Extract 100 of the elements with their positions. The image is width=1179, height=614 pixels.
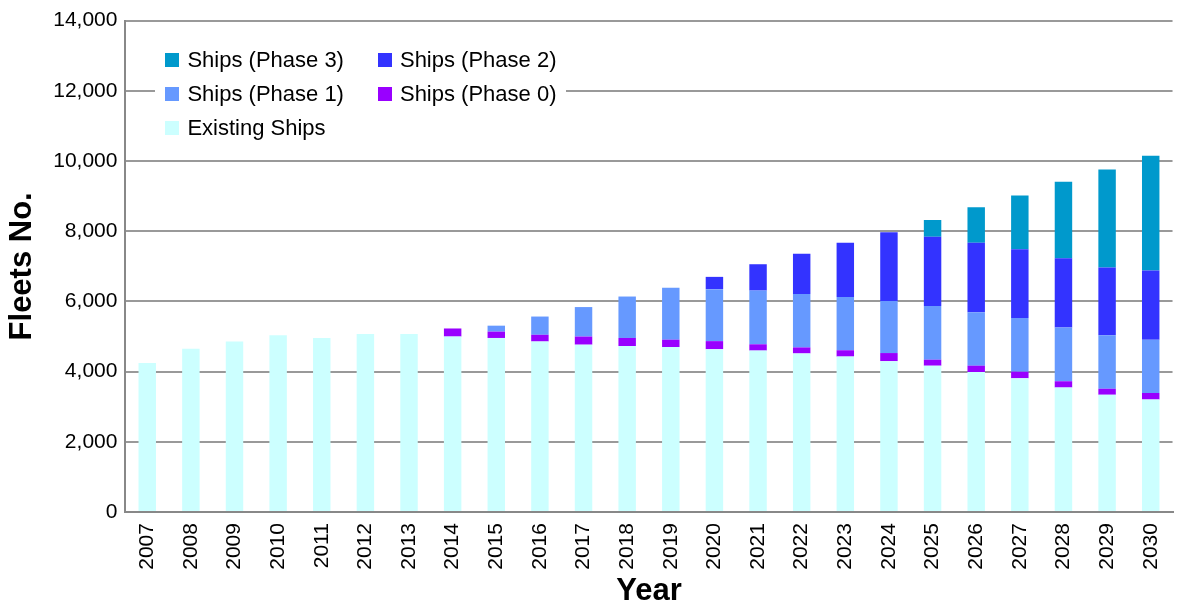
bar	[923, 220, 942, 237]
bar	[356, 334, 375, 512]
bar	[1098, 335, 1116, 389]
bar	[618, 337, 636, 347]
bar	[792, 253, 811, 295]
bar	[225, 341, 244, 512]
bar	[1054, 381, 1073, 388]
legend-label: Ships (Phase 1)	[187, 80, 344, 107]
bar	[967, 312, 985, 366]
bar	[923, 236, 942, 307]
bar	[1141, 339, 1160, 394]
bar	[705, 349, 724, 512]
bar	[705, 289, 724, 342]
bar	[487, 331, 506, 338]
x-tick-label: 2028	[1050, 523, 1074, 570]
x-tick-label: 2026	[963, 523, 986, 570]
bar	[836, 296, 855, 351]
bar	[1141, 270, 1160, 340]
bar	[1054, 327, 1073, 382]
bar	[749, 350, 767, 512]
y-tick-label: 8,000	[64, 218, 118, 242]
bar	[662, 347, 680, 512]
bar	[923, 359, 942, 366]
bar	[1141, 399, 1160, 512]
x-tick-label: 2019	[657, 523, 681, 570]
bar	[487, 337, 506, 512]
bar	[618, 296, 636, 338]
legend-label: Ships (Phase 0)	[399, 80, 557, 107]
bar	[1011, 371, 1029, 379]
bar	[138, 362, 156, 512]
bar	[531, 334, 549, 342]
bar	[443, 328, 462, 337]
y-tick-label: 14,000	[53, 7, 118, 31]
bar	[967, 372, 985, 512]
bar	[749, 344, 767, 351]
x-tick-label: 2012	[352, 523, 376, 570]
bar	[487, 325, 506, 332]
bar	[1011, 249, 1029, 318]
bar	[1054, 258, 1073, 328]
bar	[836, 242, 855, 297]
bar	[749, 264, 767, 291]
bar	[443, 336, 462, 512]
bar	[1098, 267, 1116, 336]
legend-label: Ships (Phase 3)	[187, 46, 344, 73]
x-tick-label: 2011	[308, 523, 332, 569]
bar	[749, 290, 767, 345]
bar	[880, 353, 898, 362]
bar	[1141, 155, 1160, 271]
y-tick-label: 4,000	[64, 358, 118, 382]
x-tick-label: 2007	[134, 523, 158, 570]
bar	[705, 276, 724, 290]
legend-label: Existing Ships	[187, 114, 326, 141]
y-axis-title: Fleets No.	[3, 192, 39, 341]
bar	[182, 348, 200, 512]
bar	[269, 335, 287, 512]
x-tick-label: 2020	[701, 523, 725, 570]
x-tick-label: 2023	[832, 523, 856, 570]
y-tick-label: 10,000	[53, 147, 118, 171]
bar	[967, 242, 985, 313]
x-tick-label: 2021	[744, 523, 768, 570]
bar	[1054, 181, 1073, 259]
bar	[574, 336, 593, 345]
bar	[792, 294, 811, 348]
bar	[1098, 169, 1116, 268]
bar	[1011, 195, 1029, 250]
y-tick-label: 2,000	[64, 428, 118, 452]
y-tick-label: 0	[105, 498, 118, 522]
x-tick-label: 2030	[1137, 523, 1161, 570]
bar	[923, 306, 942, 360]
y-tick-label: 6,000	[64, 288, 118, 312]
x-tick-label: 2016	[526, 523, 550, 570]
x-tick-label: 2010	[264, 523, 288, 570]
x-tick-label: 2018	[613, 523, 637, 570]
bar	[967, 365, 985, 373]
bar	[967, 207, 985, 243]
x-tick-label: 2015	[483, 523, 507, 570]
bar	[836, 356, 855, 512]
bar	[574, 344, 593, 512]
bar	[662, 287, 680, 340]
x-tick-label: 2017	[570, 523, 594, 570]
x-tick-label: 2014	[439, 522, 463, 570]
legend-label: Ships (Phase 2)	[399, 46, 557, 73]
bar	[1098, 388, 1116, 395]
bar	[880, 361, 898, 512]
x-tick-label: 2027	[1006, 523, 1030, 570]
x-tick-label: 2008	[177, 523, 201, 570]
bar	[1098, 394, 1116, 512]
bar	[574, 307, 593, 337]
x-tick-label: 2029	[1093, 523, 1117, 570]
bar	[923, 365, 942, 512]
x-tick-label: 2009	[221, 523, 245, 570]
x-tick-label: 2025	[919, 523, 943, 570]
bar	[792, 347, 811, 354]
bar	[880, 232, 898, 302]
bar	[1054, 387, 1073, 512]
bar	[400, 334, 418, 512]
y-tick-label: 12,000	[53, 77, 118, 101]
bar	[836, 350, 855, 357]
bar	[1011, 378, 1029, 512]
x-tick-label: 2022	[788, 523, 812, 570]
